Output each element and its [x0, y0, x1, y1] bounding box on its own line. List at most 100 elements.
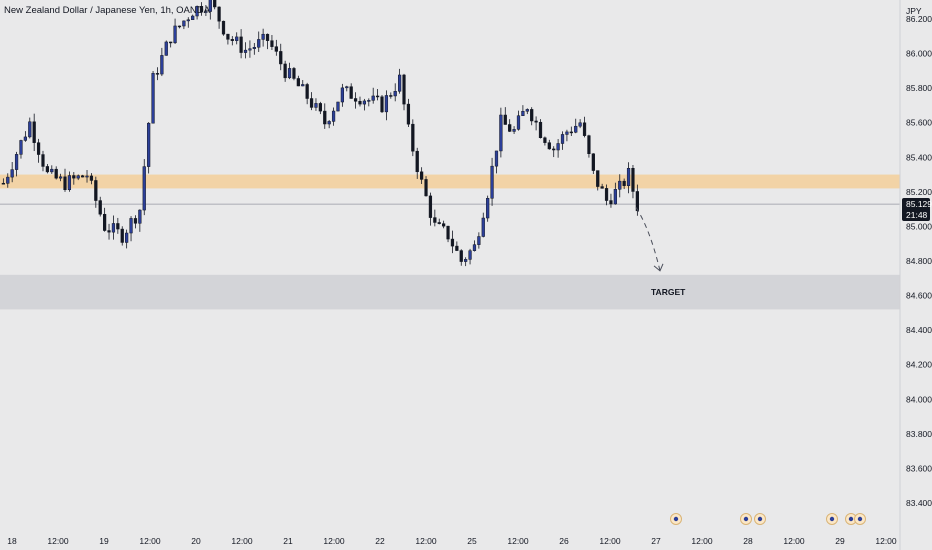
- candle-body: [318, 103, 322, 112]
- candle: [76, 174, 80, 181]
- candle: [107, 223, 111, 240]
- candle: [340, 83, 344, 107]
- price-axis-tick-label: 83.400: [906, 498, 932, 508]
- candle-body: [428, 195, 433, 218]
- candle-body: [494, 150, 499, 167]
- candle: [28, 117, 32, 139]
- candle: [120, 226, 124, 246]
- candle-body: [530, 109, 534, 122]
- price-axis-tick-label: 84.000: [906, 394, 932, 404]
- time-axis-tick-label: 12:00: [415, 536, 437, 546]
- candle-body: [125, 232, 129, 243]
- time-axis-tick-label: 18: [7, 536, 17, 546]
- candle-body: [6, 176, 10, 184]
- candle: [477, 232, 481, 249]
- candle-body: [305, 84, 309, 99]
- candle-body: [468, 250, 472, 260]
- candle: [19, 139, 23, 159]
- candle: [336, 101, 340, 112]
- candle-body: [375, 95, 380, 98]
- candle: [468, 248, 472, 265]
- candle-body: [32, 121, 36, 143]
- candle: [151, 71, 155, 124]
- candle-body: [129, 218, 133, 234]
- candle-body: [230, 39, 234, 41]
- candle-body: [508, 124, 512, 132]
- candle-body: [155, 73, 160, 75]
- candle-body: [261, 33, 265, 40]
- candle: [164, 40, 168, 56]
- candle: [635, 184, 639, 216]
- candle: [525, 108, 529, 115]
- candle: [600, 183, 604, 189]
- candle-body: [160, 55, 164, 75]
- candle: [353, 92, 358, 109]
- candle: [604, 184, 609, 206]
- candle: [380, 94, 384, 114]
- candle: [411, 119, 415, 157]
- time-axis-tick-label: 20: [191, 536, 201, 546]
- candle-body: [490, 165, 494, 199]
- candle: [499, 107, 503, 158]
- candle: [375, 89, 380, 101]
- candle: [257, 31, 261, 52]
- candle: [116, 217, 120, 234]
- candle: [226, 33, 230, 45]
- candle-body: [433, 217, 437, 223]
- price-tag-box: [902, 198, 930, 221]
- candle-body: [103, 213, 107, 231]
- candle-body: [349, 86, 353, 99]
- candle-body: [398, 74, 402, 92]
- candle-body: [147, 122, 151, 167]
- candle-body: [631, 168, 635, 192]
- candle: [591, 153, 595, 175]
- candle: [406, 98, 411, 128]
- candle: [490, 157, 494, 206]
- candle-body: [424, 179, 428, 197]
- candle: [204, 4, 208, 17]
- candle-body: [323, 110, 327, 125]
- candle-body: [265, 33, 270, 41]
- candle: [279, 43, 283, 71]
- candle-body: [248, 48, 252, 51]
- candle-body: [626, 168, 631, 186]
- candle: [442, 220, 446, 229]
- time-axis-tick-label: 12:00: [507, 536, 529, 546]
- candle-body: [389, 95, 393, 97]
- candle-body: [472, 244, 477, 251]
- time-axis[interactable]: 18 12:00 19 12:00 20 12:00 21 12:00 22 12:00 25 12:…: [7, 536, 897, 546]
- price-axis[interactable]: 86.200 86.000 85.800 85.600 85.400 85.200 85.0…: [906, 14, 932, 508]
- candle: [23, 131, 27, 142]
- candle: [345, 85, 349, 92]
- candle-body: [437, 222, 441, 224]
- candle: [111, 215, 116, 240]
- candle-body: [455, 245, 459, 251]
- candle: [459, 249, 463, 266]
- candle-body: [587, 135, 591, 154]
- candle: [191, 14, 195, 20]
- candle: [472, 240, 477, 252]
- candle: [125, 229, 129, 249]
- projection-line: [635, 207, 661, 271]
- candle: [67, 171, 72, 192]
- candle: [217, 6, 221, 29]
- candle-body: [591, 153, 595, 171]
- candle-body: [367, 100, 371, 102]
- target-zone: [0, 274, 900, 310]
- candle: [248, 40, 252, 58]
- candle-body: [169, 41, 173, 44]
- candle: [569, 126, 573, 137]
- time-axis-tick-label: 12:00: [139, 536, 161, 546]
- candle-body: [217, 6, 221, 22]
- candle: [6, 173, 10, 188]
- time-axis-tick-label: 22: [375, 536, 385, 546]
- time-axis-tick-label: 12:00: [875, 536, 897, 546]
- candle-body: [19, 140, 23, 155]
- candle-body: [459, 250, 463, 262]
- candle: [547, 139, 551, 150]
- candle-body: [28, 121, 32, 138]
- candle-body: [327, 121, 331, 125]
- candle: [296, 75, 300, 87]
